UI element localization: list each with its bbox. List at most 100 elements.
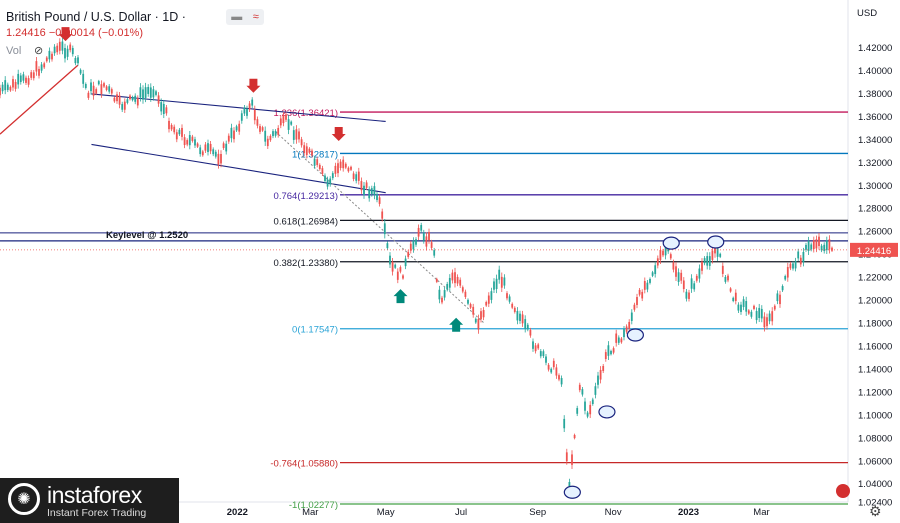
- candle-body: [342, 159, 345, 169]
- candle-body: [51, 53, 53, 60]
- candle-body: [363, 185, 365, 196]
- x-tick-label: Jul: [455, 507, 467, 518]
- candle-body: [90, 82, 92, 92]
- candle-body: [706, 256, 709, 266]
- arrow-down-icon: [331, 126, 346, 141]
- candle-body: [313, 158, 316, 166]
- candle-body: [560, 378, 563, 385]
- candle-body: [277, 127, 280, 135]
- candle-body: [139, 87, 142, 98]
- candle-body: [685, 291, 688, 299]
- candle-body: [820, 245, 823, 251]
- candle-body: [490, 291, 493, 300]
- brand-tagline: Instant Forex Trading: [47, 507, 147, 519]
- candle-body: [12, 79, 14, 88]
- candle-body: [19, 75, 22, 83]
- candle-body: [628, 321, 631, 329]
- chart-style-toggle[interactable]: ▬ ≈: [226, 9, 264, 25]
- highlight-ellipse: [662, 236, 680, 250]
- candle-body: [565, 452, 568, 462]
- candle-body: [461, 287, 464, 292]
- candle-body: [425, 236, 428, 247]
- y-tick-label: 1.22000: [858, 273, 892, 284]
- candle-body: [225, 143, 228, 152]
- candle-body: [675, 266, 677, 277]
- candle-body: [235, 126, 238, 131]
- wave-icon[interactable]: ≈: [252, 11, 259, 23]
- candle-body: [329, 178, 332, 185]
- last-price-badge: [850, 242, 898, 257]
- candle-body: [251, 99, 254, 106]
- candle-body: [87, 92, 90, 98]
- candle-body: [324, 175, 326, 182]
- candle-body: [784, 275, 787, 280]
- candle-body: [337, 163, 339, 174]
- candle-body: [157, 95, 160, 104]
- candle-body: [799, 257, 802, 265]
- candle-body: [716, 246, 719, 257]
- candle-body: [402, 275, 404, 279]
- candle-body: [53, 46, 56, 54]
- y-tick-label: 1.42000: [858, 43, 892, 54]
- volume-label: Vol: [6, 45, 22, 57]
- candle-body: [142, 89, 144, 100]
- candle-body: [654, 265, 657, 275]
- candle-body: [753, 305, 755, 309]
- candle-body: [831, 247, 833, 251]
- candle-body: [755, 311, 758, 321]
- candle-body: [768, 313, 771, 322]
- y-tick-label: 1.26000: [858, 227, 892, 238]
- candle-body: [506, 293, 508, 299]
- candle-body: [558, 375, 560, 380]
- eye-off-icon[interactable]: ⊘: [34, 45, 44, 57]
- x-tick-label: 2022: [227, 507, 248, 518]
- candle-body: [474, 318, 477, 323]
- candle-body: [199, 147, 202, 155]
- candle-body: [64, 47, 66, 59]
- arrow-down-icon: [58, 27, 73, 42]
- candle-body: [412, 240, 415, 250]
- candle-body: [828, 239, 831, 250]
- candle-body: [350, 166, 352, 170]
- candle-body: [56, 45, 59, 53]
- candle-body: [178, 129, 181, 135]
- candle-body: [649, 278, 651, 283]
- candle-body: [9, 86, 12, 91]
- candle-body: [6, 84, 9, 90]
- candle-body: [508, 296, 511, 302]
- last-quote: 1.24416 −0.00014 (−0.01%): [6, 27, 144, 39]
- y-tick-label: 1.20000: [858, 296, 892, 307]
- candle-body: [607, 345, 610, 356]
- candle-body: [32, 72, 35, 79]
- candle-body: [498, 269, 501, 280]
- candle-body: [594, 386, 597, 395]
- flag-icon: [836, 484, 850, 498]
- candle-body: [638, 289, 641, 295]
- candle-body: [469, 304, 472, 308]
- gear-icon[interactable]: ⚙: [869, 503, 882, 519]
- candle-body: [248, 103, 251, 110]
- candle-body: [786, 267, 789, 278]
- candle-body: [162, 103, 165, 115]
- candle-body: [711, 250, 714, 260]
- y-tick-label: 1.28000: [858, 204, 892, 215]
- candle-body: [243, 107, 246, 114]
- candle-body: [448, 278, 451, 288]
- candle-body: [825, 240, 828, 251]
- candle-body: [526, 324, 529, 330]
- fib-level-label: 0.382(1.23380): [274, 258, 338, 269]
- candle-body: [552, 360, 555, 368]
- candle-body: [116, 94, 118, 102]
- candle-body: [586, 412, 589, 417]
- candle-body: [589, 404, 592, 415]
- currency-selector[interactable]: USD: [857, 8, 878, 19]
- candle-body: [376, 194, 378, 201]
- candle-body: [108, 86, 111, 92]
- minus-icon[interactable]: ▬: [231, 11, 243, 23]
- candle-body: [610, 350, 612, 355]
- candle-body: [516, 310, 519, 321]
- symbol-title[interactable]: British Pound / U.S. Dollar · 1D ·: [6, 10, 186, 24]
- candle-body: [794, 260, 797, 269]
- dotted-trend-line: [275, 131, 485, 324]
